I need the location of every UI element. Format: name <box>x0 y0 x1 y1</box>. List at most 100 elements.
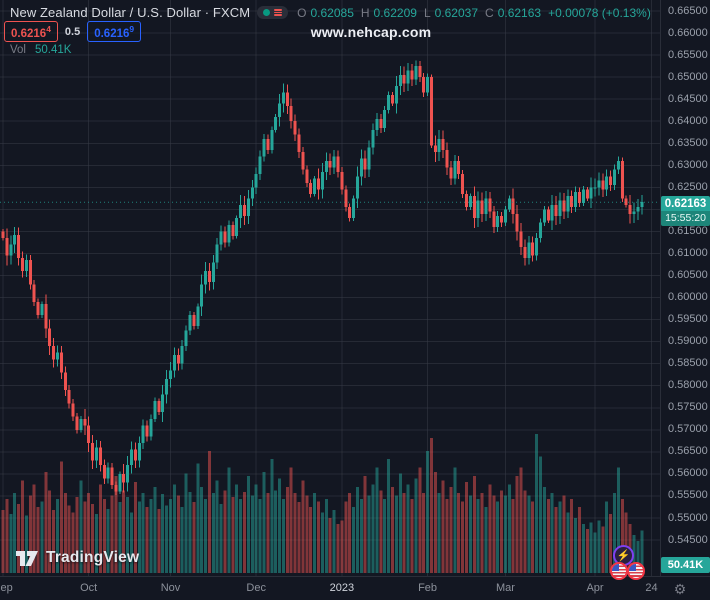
candle-body <box>601 180 605 190</box>
candle-body <box>262 138 266 157</box>
volume-bar <box>44 471 48 573</box>
candle-body <box>344 189 348 208</box>
volume-bar <box>359 498 363 573</box>
candle-body <box>223 231 227 243</box>
candle-body <box>554 204 558 217</box>
volume-bar <box>270 459 274 573</box>
volume-bar <box>17 503 21 573</box>
volume-bar <box>562 495 566 573</box>
candle-body <box>445 149 449 168</box>
volume-bar <box>231 497 235 573</box>
volume-bar <box>566 512 570 573</box>
sell-button[interactable]: 0.62164 <box>4 20 58 43</box>
buy-button[interactable]: 0.62169 <box>87 20 142 43</box>
volume-bar <box>196 463 200 573</box>
time-tick-label: 24 <box>645 582 658 594</box>
candle-body <box>562 200 566 212</box>
price-tick-label: 0.64500 <box>668 92 708 105</box>
candle-body <box>313 178 317 194</box>
volume-bar <box>616 467 620 573</box>
price-tick-label: 0.58000 <box>668 379 708 392</box>
candle-body <box>465 193 469 208</box>
volume-bar <box>406 484 410 573</box>
volume-bar <box>515 476 519 573</box>
volume-bar <box>387 459 391 573</box>
chart-legend: New Zealand Dollar / U.S. Dollar · FXCM … <box>10 5 654 20</box>
candle-body <box>320 171 324 190</box>
candle-body <box>165 379 169 395</box>
candle-body <box>130 449 134 466</box>
gear-icon[interactable]: ⚙ <box>673 581 687 597</box>
current-price-badge: 0.62163 15:55:20 <box>661 196 710 226</box>
volume-bar <box>468 495 472 573</box>
candle-body <box>383 110 387 128</box>
candle-body <box>429 77 433 146</box>
us-flag-event-icon[interactable] <box>610 562 628 580</box>
candle-body <box>301 152 305 170</box>
candle-body <box>336 156 340 172</box>
candle-body <box>476 200 480 219</box>
market-open-dot-icon <box>263 9 271 16</box>
candle-body <box>231 224 235 236</box>
candle-body <box>624 198 628 205</box>
volume-bar <box>570 498 574 573</box>
tradingview-logo-text: TradingView <box>46 549 140 566</box>
volume-bar <box>433 471 437 573</box>
candle-body <box>44 304 48 329</box>
volume-bar <box>492 495 496 573</box>
us-flag-event-icon[interactable] <box>627 562 645 580</box>
candle-body <box>531 242 535 256</box>
volume-bar <box>59 461 63 573</box>
volume-bar <box>94 513 98 573</box>
candle-body <box>168 370 172 380</box>
volume-bar <box>262 471 266 573</box>
candle-body <box>441 138 445 150</box>
volume-bar <box>624 512 628 573</box>
price-tick-label: 0.57500 <box>668 401 708 414</box>
candle-body <box>574 191 578 208</box>
volume-bar <box>305 495 309 573</box>
candle-body <box>581 189 585 203</box>
candle-body <box>636 207 640 212</box>
time-axis[interactable]: Sep Oct Nov Dec 2023 Feb Mar Apr 24 <box>0 577 660 600</box>
volume-bar <box>500 490 504 573</box>
volume-readout: Vol 50.41K <box>10 44 71 56</box>
candle-body <box>254 174 258 188</box>
symbol-title[interactable]: New Zealand Dollar / U.S. Dollar · FXCM <box>10 5 251 20</box>
volume-bar <box>511 498 515 573</box>
time-tick-label: Nov <box>160 582 181 594</box>
volume-bar <box>137 501 141 573</box>
price-tick-label: 0.63000 <box>668 158 708 171</box>
ohlc-high-value: 0.62209 <box>373 5 417 20</box>
candle-body <box>52 346 56 360</box>
current-volume-badge: 50.41K <box>661 557 710 573</box>
candle-body <box>94 447 98 461</box>
price-axis[interactable]: 0.66500 0.66000 0.65500 0.65000 0.64500 0.640… <box>661 0 710 576</box>
candle-body <box>511 198 515 214</box>
volume-bar <box>250 495 254 573</box>
volume-bar <box>91 503 95 573</box>
candle-body <box>305 169 309 183</box>
price-tick-label: 0.63500 <box>668 136 708 149</box>
candle-body <box>387 94 391 111</box>
volume-bar <box>320 512 324 573</box>
candle-body <box>616 160 620 170</box>
candle-body <box>433 145 437 153</box>
price-tick-label: 0.55000 <box>668 511 708 524</box>
volume-bar <box>24 515 28 573</box>
volume-bar <box>577 507 581 573</box>
candle-body <box>118 473 122 492</box>
candle-body <box>40 304 44 316</box>
volume-bar <box>9 513 13 573</box>
candle-body <box>359 158 363 177</box>
volume-bar <box>363 476 367 573</box>
volume-bar <box>1 509 5 573</box>
candle-body <box>437 138 441 153</box>
candle-body <box>523 246 527 258</box>
market-status-pill[interactable] <box>257 6 289 19</box>
volume-bar <box>422 492 426 573</box>
candle-body <box>13 234 17 245</box>
tradingview-logo[interactable]: TradingView <box>16 549 139 567</box>
volume-bar <box>133 481 137 573</box>
